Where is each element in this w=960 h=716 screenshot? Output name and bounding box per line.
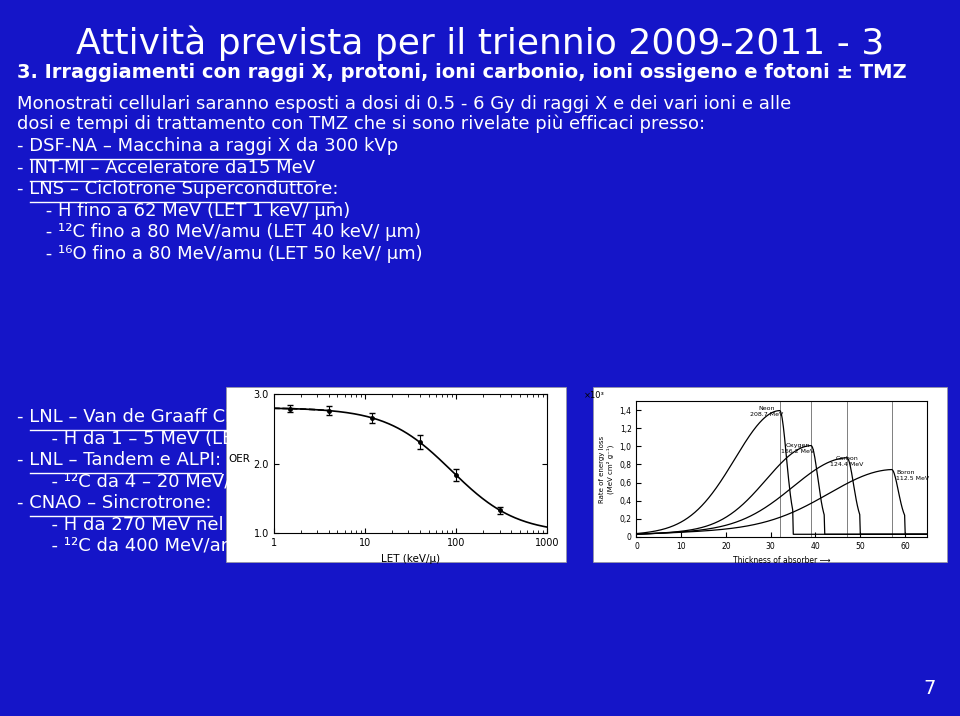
X-axis label: LET (keV/µ): LET (keV/µ) [381, 554, 440, 563]
Text: - ¹²C da 400 MeV/amu nel SOBP: - ¹²C da 400 MeV/amu nel SOBP [17, 537, 338, 555]
Text: - LNS – Ciclotrone Superconduttore:: - LNS – Ciclotrone Superconduttore: [17, 180, 339, 198]
Y-axis label: OER: OER [228, 454, 251, 464]
Text: - LNL – Tandem e ALPI:: - LNL – Tandem e ALPI: [17, 451, 222, 469]
Text: ×10³: ×10³ [584, 391, 605, 400]
Text: - ¹²C fino a 80 MeV/amu (LET 40 keV/ μm): - ¹²C fino a 80 MeV/amu (LET 40 keV/ μm) [17, 223, 421, 241]
Text: dosi e tempi di trattamento con TMZ che si sono rivelate più efficaci presso:: dosi e tempi di trattamento con TMZ che … [17, 115, 706, 133]
Text: - DSF-NA – Macchina a raggi X da 300 kVp: - DSF-NA – Macchina a raggi X da 300 kVp [17, 137, 398, 155]
Text: 3. Irraggiamenti con raggi X, protoni, ioni carbonio, ioni ossigeno e fotoni ± T: 3. Irraggiamenti con raggi X, protoni, i… [17, 63, 907, 82]
Y-axis label: Rate of energy loss
(MeV cm² g⁻¹): Rate of energy loss (MeV cm² g⁻¹) [599, 435, 614, 503]
Text: - CNAO – Sincrotrone:: - CNAO – Sincrotrone: [17, 494, 212, 512]
Text: Boron
112.5 MeV: Boron 112.5 MeV [896, 470, 929, 480]
Text: - H da 270 MeV nel SOBP,: - H da 270 MeV nel SOBP, [17, 516, 284, 533]
Text: - LNL – Van de Graaff CN da 7 MV:: - LNL – Van de Graaff CN da 7 MV: [17, 408, 323, 426]
Text: 7: 7 [924, 679, 936, 698]
Text: - ¹²C da 4 – 20 MeV/amu (LET 300 - 100 keV/ μm): - ¹²C da 4 – 20 MeV/amu (LET 300 - 100 k… [17, 473, 494, 490]
Text: Carbon
124.4 MeV: Carbon 124.4 MeV [830, 456, 863, 467]
Text: - INT-MI – Acceleratore da15 MeV: - INT-MI – Acceleratore da15 MeV [17, 159, 316, 177]
Text: Neon
208.7 MeV: Neon 208.7 MeV [750, 407, 783, 417]
Text: Monostrati cellulari saranno esposti a dosi di 0.5 - 6 Gy di raggi X e dei vari : Monostrati cellulari saranno esposti a d… [17, 95, 792, 112]
Text: Oxygen
166.2 MeV: Oxygen 166.2 MeV [781, 442, 814, 453]
Text: - ¹⁶O fino a 80 MeV/amu (LET 50 keV/ μm): - ¹⁶O fino a 80 MeV/amu (LET 50 keV/ μm) [17, 245, 423, 263]
Text: - H fino a 62 MeV (LET 1 keV/ μm): - H fino a 62 MeV (LET 1 keV/ μm) [17, 202, 350, 220]
Text: Attività prevista per il triennio 2009-2011 - 3: Attività prevista per il triennio 2009-2… [76, 25, 884, 61]
Text: - H da 1 – 5 MeV (LET 25 - 8 keV/μm): - H da 1 – 5 MeV (LET 25 - 8 keV/μm) [17, 430, 384, 448]
X-axis label: Thickness of absorber ⟶: Thickness of absorber ⟶ [733, 556, 830, 566]
